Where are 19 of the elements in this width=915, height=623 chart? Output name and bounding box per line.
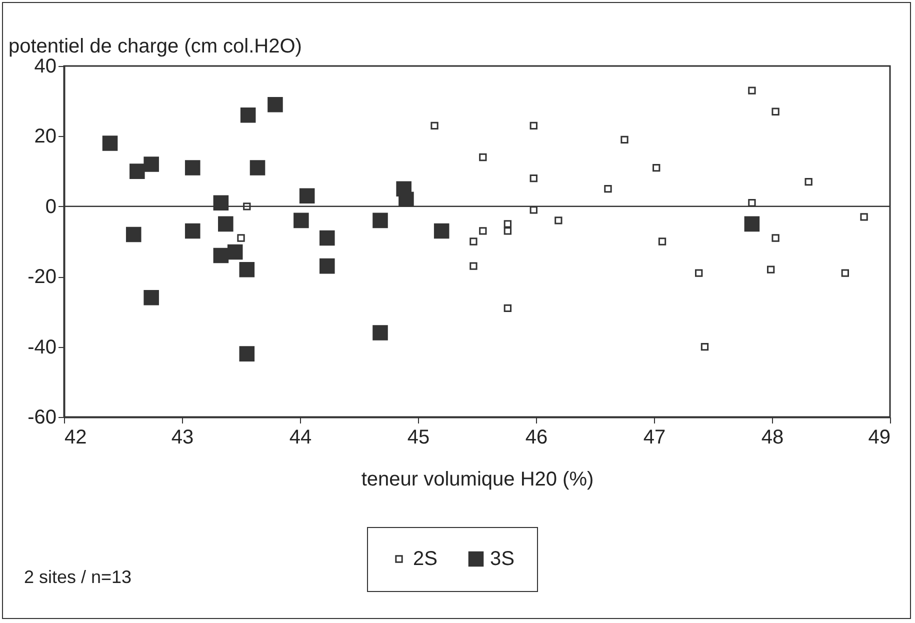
y-tick-label: 20 — [34, 126, 56, 148]
y-tick-label: 0 — [45, 196, 56, 218]
legend-label: 2S — [413, 548, 438, 570]
y-tick-label: -40 — [28, 336, 56, 358]
x-tick-label: 49 — [868, 426, 890, 448]
x-tick-label: 43 — [171, 426, 194, 448]
y-tick-label: -20 — [28, 266, 56, 288]
text: 2 sites / n=13 — [24, 567, 132, 587]
x-axis-title: teneur volumique H20 (%) — [361, 468, 594, 490]
y-tick-label: 40 — [34, 56, 56, 78]
x-tick-label: 48 — [761, 426, 784, 448]
x-tick-label: 45 — [407, 426, 430, 448]
y-axis-title: potentiel de charge (cm col.H2O) — [8, 36, 302, 58]
legend-label: 3S — [490, 548, 514, 570]
y-tick-label: -60 — [28, 406, 56, 428]
x-tick-label: 46 — [525, 426, 548, 448]
x-tick-label: 42 — [64, 426, 87, 448]
x-tick-label: 47 — [643, 426, 666, 448]
x-tick-label: 44 — [289, 426, 312, 448]
